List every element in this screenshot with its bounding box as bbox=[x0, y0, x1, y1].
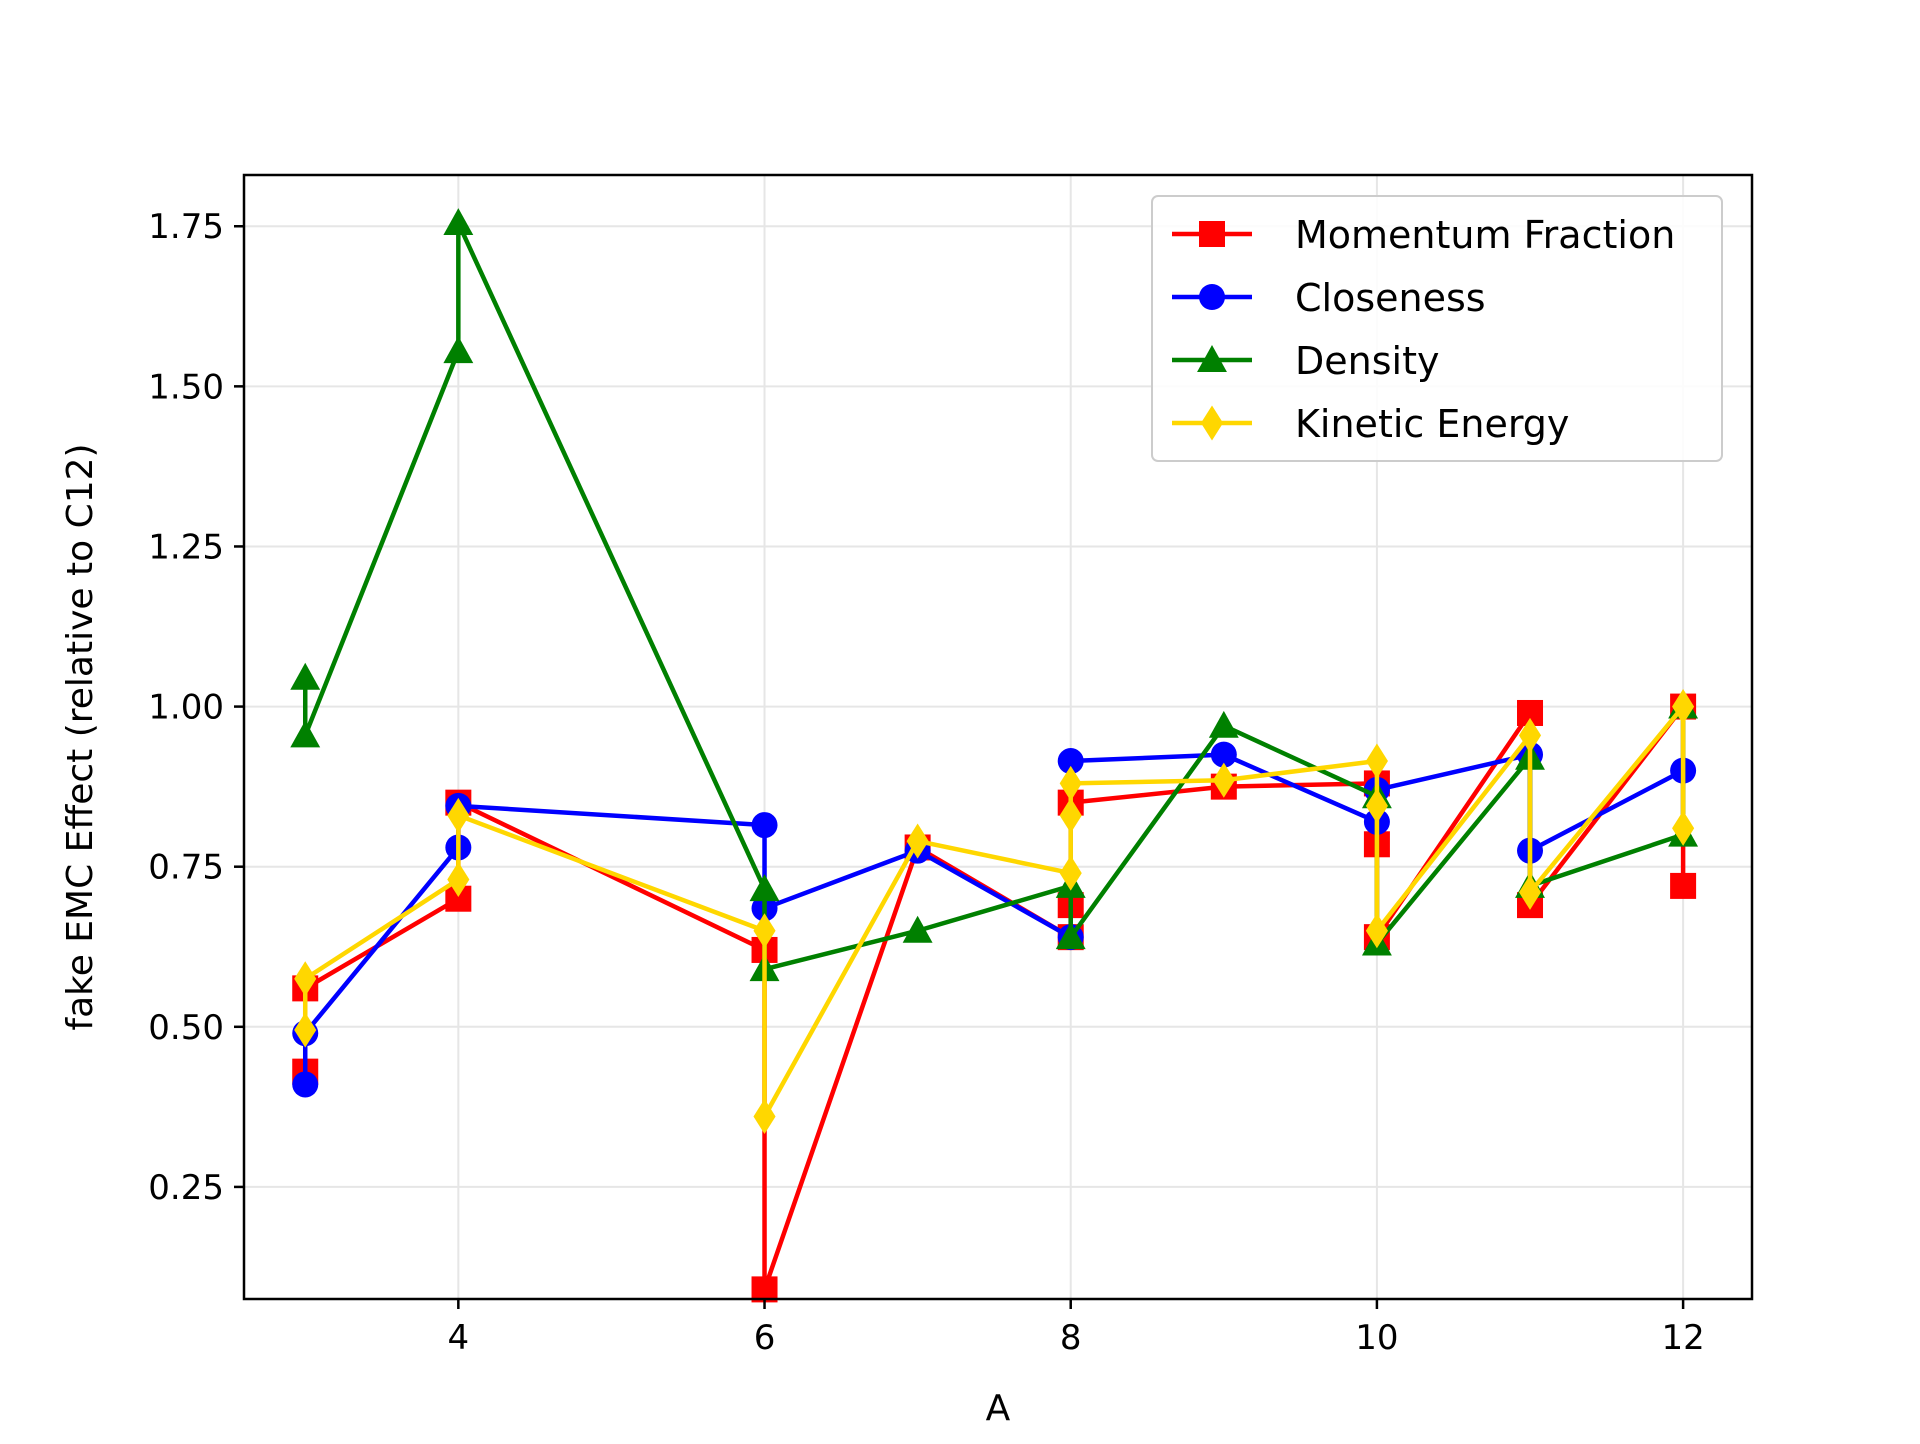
data-point-density bbox=[1208, 710, 1239, 738]
y-tick-label: 0.50 bbox=[148, 1008, 224, 1048]
legend-marker-density bbox=[1197, 345, 1227, 372]
data-point-kinetic-energy bbox=[906, 823, 929, 859]
legend-marker-kinetic-energy bbox=[1200, 405, 1224, 441]
data-point-momentum-fraction bbox=[1670, 872, 1697, 899]
x-axis-ticks: 4 6 8 10 12 bbox=[448, 1299, 1705, 1358]
series-kinetic-energy bbox=[294, 689, 1695, 1135]
data-point-kinetic-energy bbox=[294, 961, 317, 997]
series-layer bbox=[290, 208, 1699, 1303]
data-point-density bbox=[290, 720, 321, 748]
data-point-density bbox=[749, 874, 780, 902]
y-axis-label: fake EMC Effect (relative to C12) bbox=[60, 443, 101, 1030]
x-axis-label: A bbox=[986, 1388, 1011, 1429]
data-point-kinetic-energy bbox=[1672, 810, 1695, 846]
data-point-kinetic-energy bbox=[1365, 788, 1388, 824]
data-point-kinetic-energy bbox=[1518, 874, 1542, 910]
y-axis-ticks: 0.25 0.50 0.75 1.00 1.25 1.50 1.75 bbox=[148, 207, 244, 1208]
data-point-kinetic-energy bbox=[447, 861, 470, 898]
x-tick-label: 4 bbox=[448, 1318, 470, 1358]
data-point-kinetic-energy bbox=[1518, 717, 1542, 753]
data-point-kinetic-energy bbox=[753, 913, 776, 949]
y-tick-label: 1.00 bbox=[148, 688, 224, 728]
legend-item-closeness: Closeness bbox=[1172, 276, 1486, 320]
data-point-closeness bbox=[1210, 741, 1237, 768]
data-point-kinetic-energy bbox=[1059, 797, 1082, 834]
legend-item-kinetic-energy: Kinetic Energy bbox=[1172, 402, 1569, 446]
data-point-kinetic-energy bbox=[1059, 855, 1082, 891]
data-point-density bbox=[1055, 922, 1086, 950]
plot-frame bbox=[242, 173, 1754, 1301]
y-tick-label: 0.25 bbox=[148, 1168, 224, 1208]
legend-item-momentum-fraction: Momentum Fraction bbox=[1172, 213, 1675, 257]
data-point-kinetic-energy bbox=[753, 1098, 776, 1135]
x-tick-label: 10 bbox=[1355, 1318, 1398, 1358]
legend-item-density: Density bbox=[1172, 339, 1439, 383]
data-point-density bbox=[443, 208, 474, 235]
legend-label-density: Density bbox=[1295, 339, 1439, 383]
data-point-density bbox=[443, 336, 474, 364]
data-point-closeness bbox=[292, 1071, 319, 1098]
data-point-kinetic-energy bbox=[447, 797, 470, 834]
data-point-density bbox=[902, 915, 933, 943]
legend-label-momentum-fraction: Momentum Fraction bbox=[1295, 213, 1675, 257]
data-point-kinetic-energy bbox=[1365, 913, 1388, 949]
x-tick-label: 12 bbox=[1661, 1318, 1704, 1358]
data-point-kinetic-energy bbox=[1365, 743, 1388, 779]
legend: Momentum Fraction Closeness Density Kinetic… bbox=[1151, 195, 1723, 462]
data-point-closeness bbox=[751, 812, 778, 839]
legend-label-kinetic-energy: Kinetic Energy bbox=[1295, 402, 1569, 446]
y-tick-label: 1.75 bbox=[148, 207, 224, 247]
legend-label-closeness: Closeness bbox=[1295, 276, 1486, 320]
y-tick-label: 0.75 bbox=[148, 848, 224, 888]
data-point-kinetic-energy bbox=[1059, 765, 1082, 801]
legend-box bbox=[1151, 195, 1723, 462]
data-point-kinetic-energy bbox=[1212, 762, 1235, 798]
data-point-kinetic-energy bbox=[1672, 689, 1695, 725]
legend-marker-closeness bbox=[1199, 284, 1225, 310]
x-tick-label: 8 bbox=[1060, 1318, 1082, 1358]
legend-marker-momentum-fraction bbox=[1199, 221, 1225, 247]
y-tick-label: 1.25 bbox=[148, 527, 224, 567]
data-point-density bbox=[290, 662, 321, 690]
y-tick-label: 1.50 bbox=[148, 367, 224, 407]
data-point-closeness bbox=[1057, 748, 1084, 775]
x-tick-label: 6 bbox=[754, 1318, 776, 1358]
data-point-kinetic-energy bbox=[294, 1012, 317, 1048]
